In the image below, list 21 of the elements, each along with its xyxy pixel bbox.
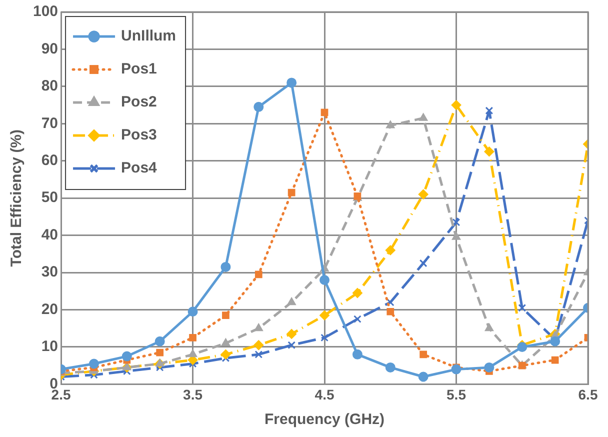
y-tick-label: 70 (41, 114, 58, 132)
y-tick-label: 30 (41, 264, 58, 281)
legend-label: Pos2 (121, 94, 157, 111)
legend-label: Pos4 (121, 160, 158, 177)
x-tick-label: 4.5 (314, 386, 334, 402)
y-tick-label: 20 (41, 300, 58, 318)
y-tick-label: 10 (41, 338, 58, 356)
x-tick-label: 6.5 (578, 386, 598, 402)
y-tick-label: 100 (32, 3, 58, 20)
y-tick-label: 60 (41, 152, 58, 170)
y-tick-label: 40 (41, 226, 58, 244)
legend-label: UnIllum (121, 28, 176, 45)
y-tick-label: 80 (41, 78, 58, 95)
legend-label: Pos1 (121, 60, 157, 78)
x-tick-label: 3.5 (183, 386, 203, 402)
legend-label: Pos3 (121, 126, 157, 144)
y-axis-title: Total Efficiency (%) (8, 129, 26, 267)
y-tick-label: 50 (41, 189, 58, 206)
y-tick-label: 90 (41, 40, 58, 58)
x-tick-label: 5.5 (446, 386, 466, 402)
x-axis-title: Frequency (GHz) (264, 411, 385, 428)
